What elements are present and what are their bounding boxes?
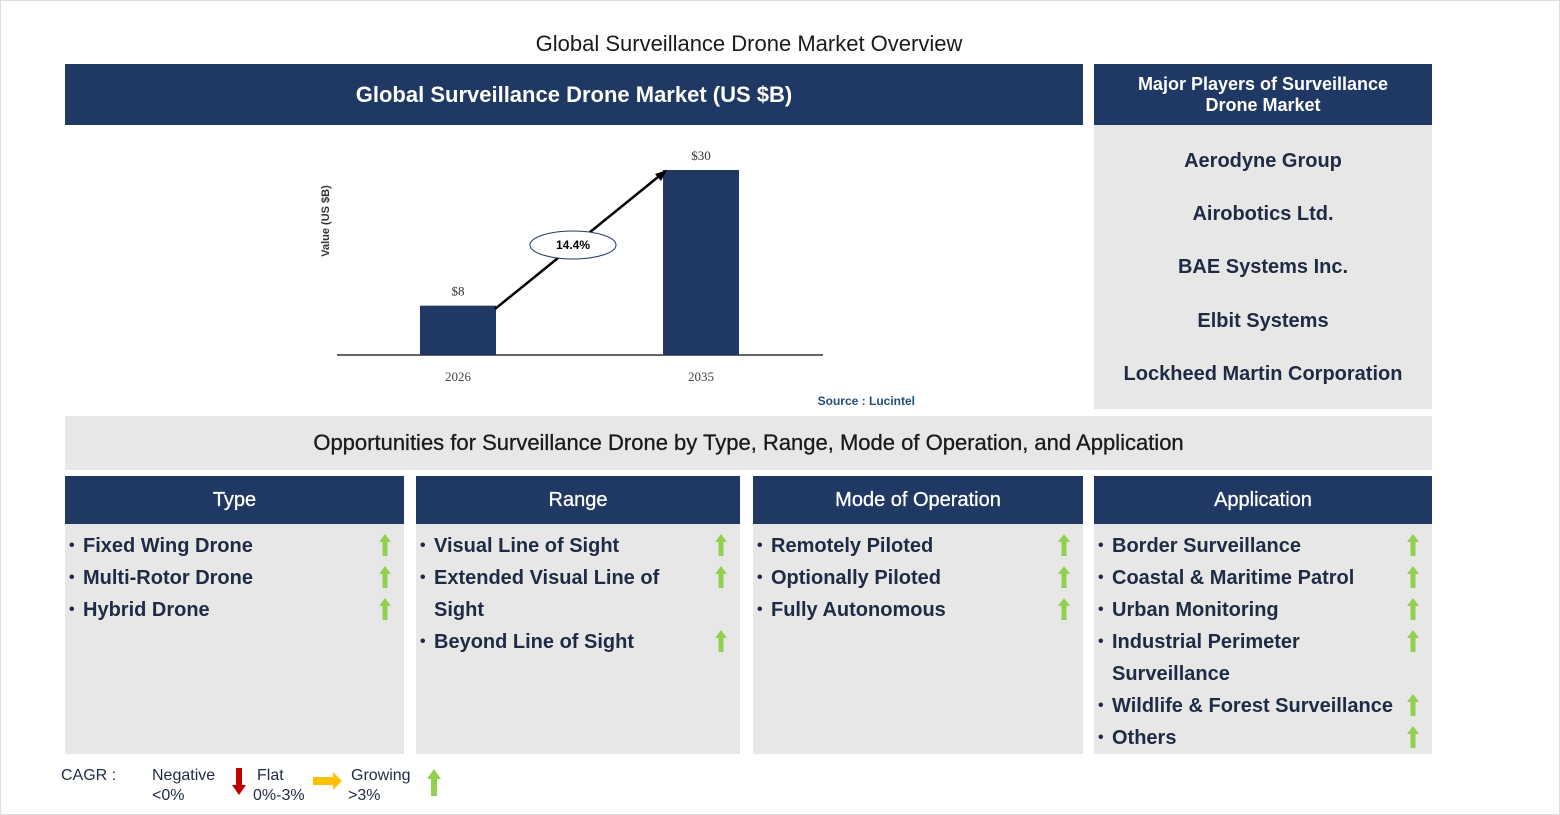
up-arrow-icon (379, 534, 391, 556)
legend-flat-range: 0%-3% (253, 787, 305, 804)
list-item: Extended Visual Line of Sight (420, 562, 740, 626)
column-header-0: Type (65, 476, 404, 524)
player-name: Lockheed Martin Corporation (1123, 362, 1403, 385)
column-body: Border Surveillance Coastal & Maritime Pa… (1094, 524, 1432, 754)
column-body: Fixed Wing Drone Multi-Rotor Drone Hybrid … (65, 524, 404, 754)
list-item-label: Coastal & Maritime Patrol (1112, 567, 1355, 589)
page-title: Global Surveillance Drone Market Overvie… (535, 31, 963, 56)
list-item: Visual Line of Sight (420, 530, 740, 562)
list-item: Industrial Perimeter Surveillance (1098, 626, 1432, 690)
up-arrow-icon (715, 534, 727, 556)
opportunities-header: Opportunities for Surveillance Drone by … (65, 416, 1432, 470)
y-axis-label: Value (US $B) (320, 185, 332, 257)
up-arrow-icon (1407, 598, 1419, 620)
list-item: Remotely Piloted (757, 530, 1083, 562)
up-arrow-icon (1407, 534, 1419, 556)
list-item: Fully Autonomous (757, 594, 1083, 626)
players-list: Aerodyne Group Airobotics Ltd. BAE Systems… (1094, 125, 1432, 409)
bar-2026 (420, 305, 496, 355)
list-item-label: Extended Visual Line of Sight (434, 567, 660, 621)
list-item: Wildlife & Forest Surveillance (1098, 690, 1432, 722)
list-item: Hybrid Drone (69, 594, 404, 626)
list-item: Others (1098, 722, 1432, 754)
up-arrow-icon (1058, 534, 1070, 556)
player-name: Elbit Systems (1197, 309, 1329, 332)
x-tick-label: 2026 (445, 369, 472, 384)
up-arrow-icon (427, 769, 441, 796)
column-header-2: Mode of Operation (753, 476, 1083, 524)
list-item: Border Surveillance (1098, 530, 1432, 562)
list-item-label: Fully Autonomous (771, 599, 946, 621)
legend-growing-range: >3% (348, 787, 381, 804)
market-header: Global Surveillance Drone Market (US $B) (65, 64, 1083, 125)
up-arrow-icon (1058, 566, 1070, 588)
up-arrow-icon (1407, 726, 1419, 748)
column-body: Visual Line of Sight Extended Visual Line… (416, 524, 740, 754)
list-item-label: Visual Line of Sight (434, 535, 620, 557)
list-item-label: Wildlife & Forest Surveillance (1112, 695, 1394, 717)
list-item-label: Border Surveillance (1112, 535, 1301, 557)
up-arrow-icon (1407, 630, 1419, 652)
list-item-label: Beyond Line of Sight (434, 631, 634, 653)
cagr-ellipse (529, 230, 617, 260)
up-arrow-icon (715, 566, 727, 588)
up-arrow-icon (1407, 694, 1419, 716)
list-item-label: Optionally Piloted (771, 567, 942, 589)
player-name: Airobotics Ltd. (1192, 203, 1334, 226)
list-item-label: Industrial Perimeter Surveillance (1112, 631, 1300, 685)
players-header: Major Players of Surveillance Drone Mark… (1094, 64, 1432, 125)
down-arrow-icon (232, 768, 246, 795)
list-item-label: Others (1112, 727, 1177, 749)
list-item: Coastal & Maritime Patrol (1098, 562, 1432, 594)
column-header-3: Application (1094, 476, 1432, 524)
column-body: Remotely Piloted Optionally Piloted Fully … (753, 524, 1083, 754)
up-arrow-icon (379, 598, 391, 620)
legend-flat: Flat 0%-3% (253, 766, 305, 806)
legend-flat-label: Flat (257, 767, 284, 784)
x-tick-label: 2035 (688, 369, 714, 384)
bar-value-label: $30 (691, 148, 711, 163)
bar-2035 (663, 170, 739, 355)
legend-growing: Growing >3% (348, 766, 411, 806)
list-item: Multi-Rotor Drone (69, 562, 404, 594)
up-arrow-icon (1407, 566, 1419, 588)
legend-negative-range: <0% (152, 787, 185, 804)
list-item: Fixed Wing Drone (69, 530, 404, 562)
cagr-arrow-head (655, 170, 667, 181)
legend-negative-label: Negative (152, 767, 216, 784)
up-arrow-icon (379, 566, 391, 588)
list-item: Urban Monitoring (1098, 594, 1432, 626)
legend-negative: Negative <0% (152, 766, 215, 806)
cagr-label: 14.4% (556, 238, 590, 252)
list-item-label: Hybrid Drone (83, 599, 210, 621)
market-chart: Value (US $B) $8 2026 $30 2035 14.4% Source… (320, 148, 915, 408)
list-item-label: Remotely Piloted (771, 535, 934, 557)
source-label: Source : Lucintel (818, 394, 915, 408)
list-item: Optionally Piloted (757, 562, 1083, 594)
list-item-label: Urban Monitoring (1112, 599, 1279, 621)
right-arrow-icon (313, 772, 342, 790)
list-item-label: Multi-Rotor Drone (83, 567, 253, 589)
up-arrow-icon (1058, 598, 1070, 620)
player-name: BAE Systems Inc. (1177, 256, 1349, 279)
bar-value-label: $8 (452, 284, 465, 299)
list-item-label: Fixed Wing Drone (83, 535, 253, 557)
legend-growing-label: Growing (351, 767, 411, 784)
column-header-1: Range (416, 476, 740, 524)
up-arrow-icon (715, 630, 727, 652)
player-name: Aerodyne Group (1184, 150, 1342, 173)
list-item: Beyond Line of Sight (420, 626, 740, 658)
legend-cagr: CAGR : (61, 767, 117, 784)
